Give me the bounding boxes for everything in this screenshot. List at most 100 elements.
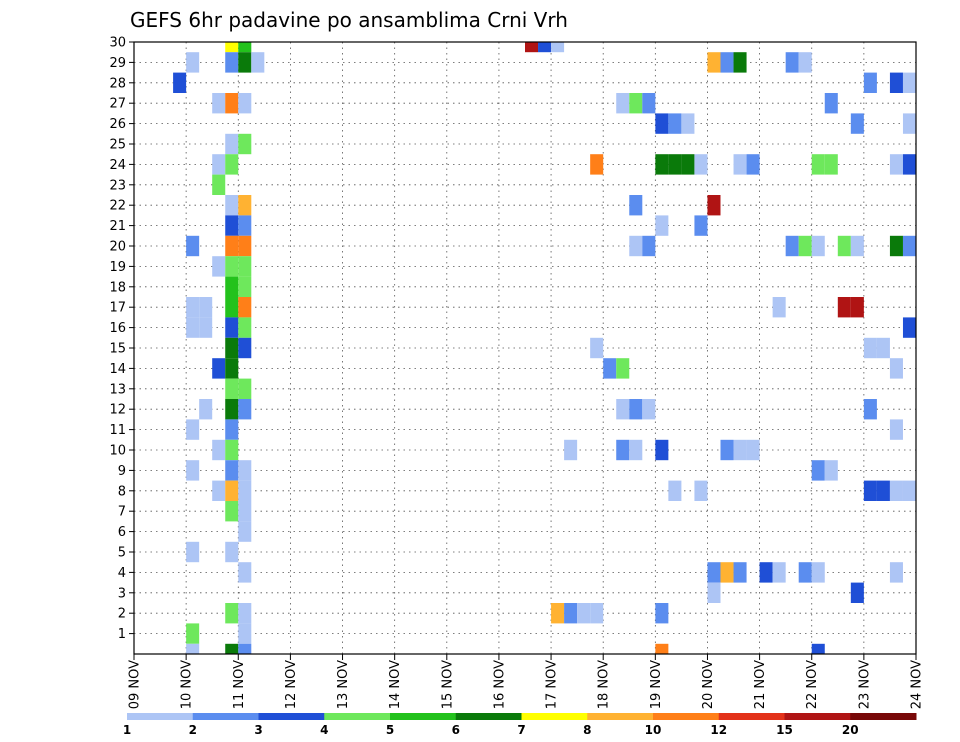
precip-cell [225,256,239,277]
precip-cell [238,603,252,624]
grid-lines [134,42,916,654]
y-tick-label: 23 [109,178,126,193]
precip-cell [212,358,226,379]
legend-swatch [784,713,851,720]
precip-cell [225,154,239,175]
y-tick-label: 8 [118,484,126,499]
precip-cell [759,562,773,583]
legend-swatch [718,713,785,720]
precip-cell [186,235,200,257]
x-tick-label: 14 NOV [388,660,403,709]
precip-cell [225,42,239,53]
precip-cell [186,419,200,440]
precip-cell [186,460,200,481]
legend-swatch [653,713,720,720]
precip-cell [186,541,200,563]
precip-cell [590,337,604,359]
precip-cell [811,643,825,654]
precip-cell [733,154,747,175]
legend-label: 20 [842,723,859,737]
precip-cell [199,297,213,318]
precip-cell [525,42,539,53]
precip-cell [225,276,239,297]
precip-cell [889,235,903,257]
x-tick-label: 15 NOV [440,660,455,709]
precip-cell [564,603,578,624]
precip-cell [225,643,239,654]
precip-cell [225,603,239,624]
precip-cell [681,154,695,175]
y-tick-label: 30 [109,36,126,51]
precip-cell [225,439,239,461]
x-tick-label: 22 NOV [805,660,820,709]
precip-cell [238,52,252,73]
precip-cell [616,358,630,379]
precip-cell [590,154,604,175]
precip-cell [824,93,838,114]
precip-cell [720,52,734,73]
precip-cell [186,297,200,318]
precip-cell [668,113,682,134]
precip-cell [225,337,239,359]
precip-cell [798,52,812,73]
precip-cell [655,603,669,624]
precip-cell [668,154,682,175]
precip-cell [629,399,643,420]
precip-cell [225,317,239,338]
precip-cell [238,93,252,114]
precip-cell [212,439,226,461]
precip-cell [212,93,226,114]
y-tick-label: 19 [109,260,126,275]
precip-cell [733,439,747,461]
precip-cell [642,93,656,114]
precip-cell [902,235,916,257]
x-tick-label: 12 NOV [284,660,299,709]
precip-cell [889,154,903,175]
precip-cell [238,195,252,216]
precip-cell [798,235,812,257]
legend-label: 2 [189,723,197,737]
precip-cell [785,235,799,257]
precip-cell [902,113,916,134]
precip-cell [225,133,239,155]
precip-cell [590,603,604,624]
x-tick-label: 11 NOV [232,660,247,709]
legend-label: 10 [645,723,662,737]
legend-swatch [258,713,325,720]
precipitation-cells [173,42,916,654]
y-tick-label: 1 [118,627,126,642]
precip-cell [707,582,721,603]
precip-cell [850,235,864,257]
precip-cell [225,460,239,481]
legend-swatch [127,713,194,720]
precip-cell [889,358,903,379]
y-tick-label: 18 [109,280,126,295]
legend-swatch [455,713,522,720]
precip-cell [238,337,252,359]
precip-cell [225,93,239,114]
chart-title: GEFS 6hr padavine po ansamblima Crni Vrh [130,8,568,32]
precip-cell [655,154,669,175]
precip-cell [772,562,786,583]
precip-cell [238,643,252,654]
precip-cell [655,113,669,134]
precip-cell [681,113,695,134]
precip-cell [655,439,669,461]
x-tick-label: 20 NOV [701,660,716,709]
precip-cell [863,337,877,359]
y-tick-label: 17 [109,301,126,316]
precip-cell [238,480,252,501]
precip-cell [173,72,187,93]
precip-cell [238,399,252,420]
y-tick-label: 15 [109,342,126,357]
precip-cell [212,154,226,175]
precip-cell [655,643,669,654]
y-tick-label: 20 [109,240,126,255]
x-tick-label: 09 NOV [128,660,143,709]
y-tick-label: 3 [118,586,126,601]
precip-cell [564,439,578,461]
precip-cell [238,276,252,297]
precip-cell [707,195,721,216]
precip-cell [889,480,903,501]
